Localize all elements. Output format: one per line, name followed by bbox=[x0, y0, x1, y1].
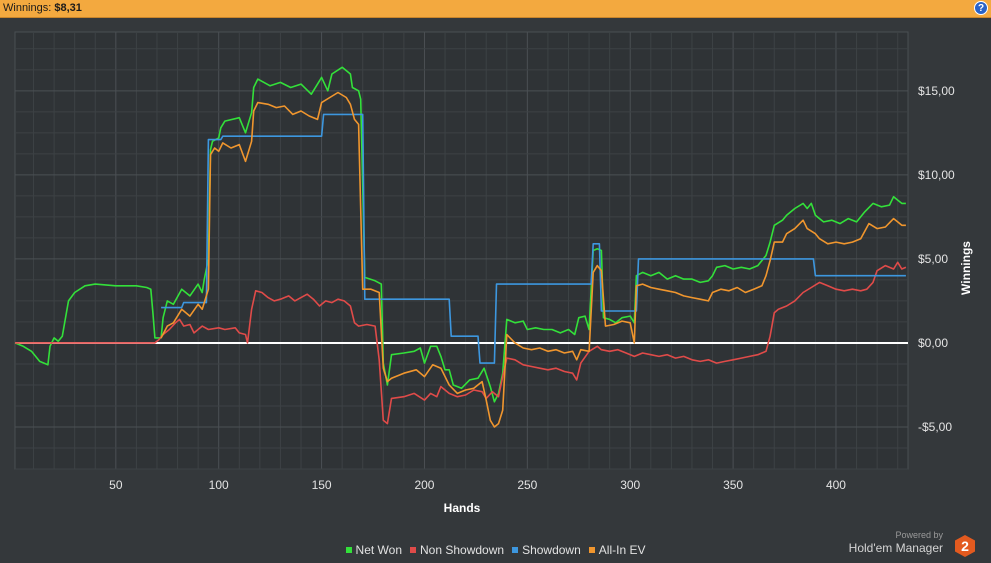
y-axis-ticks: -$5,00 $0,00 $5,00 $10,00 $15,00 bbox=[918, 84, 955, 434]
x-tick-label: 50 bbox=[109, 478, 123, 492]
y-tick-label: $0,00 bbox=[918, 336, 948, 350]
x-tick-label: 100 bbox=[209, 478, 229, 492]
legend-label: Non Showdown bbox=[420, 543, 505, 557]
product-name: Hold'em Manager bbox=[848, 541, 943, 555]
winnings-summary: Winnings: $8,31 bbox=[3, 2, 82, 14]
legend-label: All-In EV bbox=[598, 543, 646, 557]
legend-item[interactable]: All-In EV bbox=[588, 543, 646, 557]
winnings-graph: 50 100 150 200 250 300 350 400 -$5,00 $0,00 $5,00… bbox=[14, 31, 973, 515]
winnings-header-bar: Winnings: $8,31 ? bbox=[0, 0, 991, 18]
legend-swatch bbox=[345, 547, 352, 553]
series-line-all-in-ev bbox=[160, 91, 906, 428]
legend-item[interactable]: Showdown bbox=[512, 543, 581, 557]
series-line-net-won bbox=[14, 66, 906, 403]
logo-text: 2 bbox=[961, 538, 969, 554]
x-tick-label: 400 bbox=[826, 478, 846, 492]
x-tick-label: 250 bbox=[517, 478, 537, 492]
legend-label: Showdown bbox=[522, 543, 581, 557]
legend-item[interactable]: Net Won bbox=[345, 543, 402, 557]
y-axis-label: Winnings bbox=[959, 241, 973, 295]
winnings-value: $8,31 bbox=[54, 2, 82, 14]
x-tick-label: 300 bbox=[620, 478, 640, 492]
series-line-non-showdown bbox=[15, 261, 907, 425]
question-icon[interactable]: ? bbox=[974, 1, 988, 15]
legend: Net Won Non Showdown Showdown All-In EV bbox=[0, 543, 991, 557]
x-tick-label: 150 bbox=[312, 478, 332, 492]
legend-item[interactable]: Non Showdown bbox=[410, 543, 504, 557]
branding: Powered by Hold'em Manager 2 bbox=[848, 530, 977, 557]
winnings-label: Winnings: bbox=[3, 2, 52, 14]
powered-by-text: Powered by bbox=[895, 530, 943, 540]
legend-swatch bbox=[512, 547, 519, 553]
legend-swatch bbox=[588, 547, 595, 553]
series-line-showdown bbox=[161, 113, 906, 364]
y-tick-label: $15,00 bbox=[918, 84, 955, 98]
y-tick-label: $5,00 bbox=[918, 252, 948, 266]
legend-swatch bbox=[410, 547, 416, 553]
series-lines bbox=[14, 66, 907, 428]
grid-lines bbox=[15, 32, 908, 470]
x-axis-ticks: 50 100 150 200 250 300 350 400 bbox=[109, 478, 846, 492]
hm2-logo-icon: 2 bbox=[955, 535, 975, 557]
y-tick-label: -$5,00 bbox=[918, 420, 952, 434]
x-axis-label: Hands bbox=[444, 501, 481, 515]
y-tick-label: $10,00 bbox=[918, 168, 955, 182]
x-tick-label: 200 bbox=[414, 478, 434, 492]
x-tick-label: 350 bbox=[723, 478, 743, 492]
legend-label: Net Won bbox=[355, 543, 402, 557]
